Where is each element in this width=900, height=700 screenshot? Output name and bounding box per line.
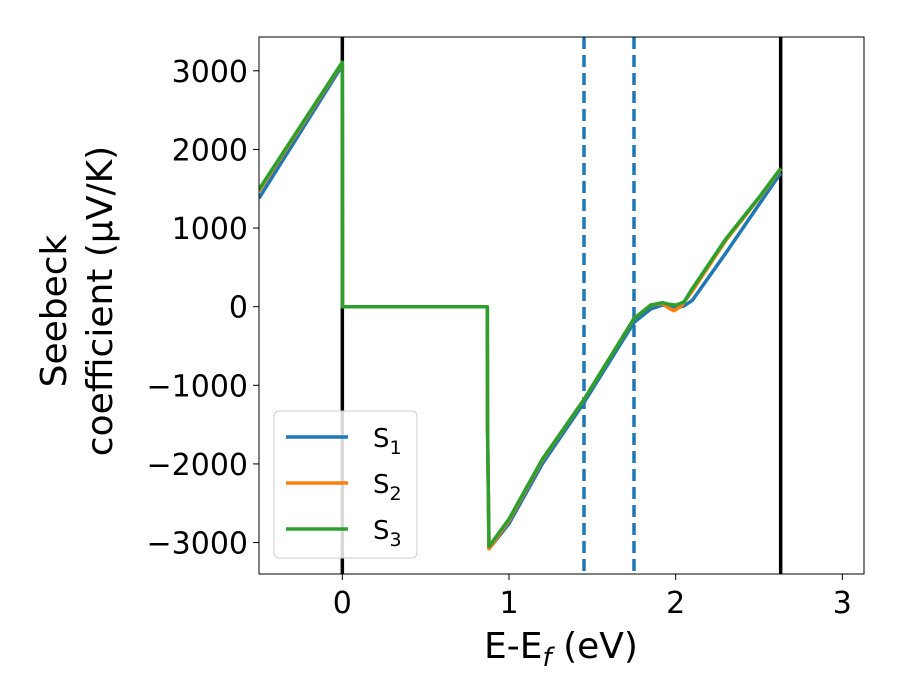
legend-label-1: S1 xyxy=(373,424,402,459)
x-tick-label: 2 xyxy=(666,586,685,621)
x-tick-label: 1 xyxy=(499,586,518,621)
x-tick-label: 3 xyxy=(833,586,852,621)
x-axis-title: E-Ef (eV) xyxy=(484,626,638,673)
y-tick-label: 0 xyxy=(229,291,248,326)
y-axis-title: Seebeck coefficient (μV/K) xyxy=(34,146,121,456)
legend-label-2: S2 xyxy=(373,470,402,505)
x-tick-label: 0 xyxy=(333,586,352,621)
legend: S1 S2 S3 xyxy=(273,410,418,559)
y-tick-label: −2000 xyxy=(147,448,248,483)
series-layer xyxy=(259,60,783,551)
x-axis: 0 1 2 3 xyxy=(333,574,852,621)
y-tick-label: 1000 xyxy=(172,212,248,247)
y-axis-title-line2: coefficient (μV/K) xyxy=(80,146,121,456)
y-tick-label: 2000 xyxy=(172,133,248,168)
y-tick-label: −3000 xyxy=(147,527,248,562)
plot-frame xyxy=(258,36,865,575)
y-tick-label: −1000 xyxy=(147,369,248,404)
y-tick-label: 3000 xyxy=(172,55,248,90)
y-axis: 3000 2000 1000 0 −1000 −2000 −3000 xyxy=(147,55,259,562)
legend-label-3: S3 xyxy=(373,516,402,551)
series-line-s3 xyxy=(259,60,783,549)
y-axis-title-line1: Seebeck xyxy=(34,234,75,387)
